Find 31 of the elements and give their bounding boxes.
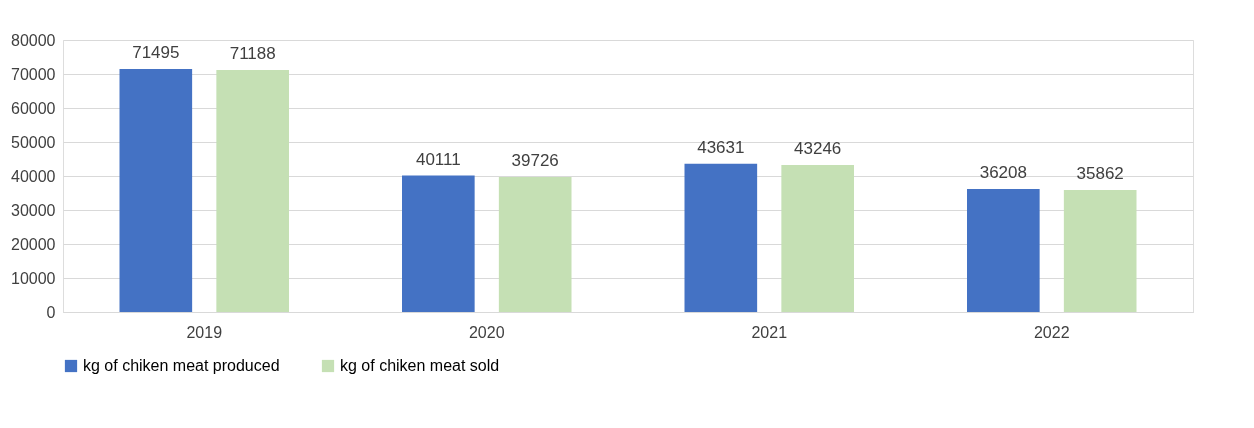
data-label: 35862 xyxy=(1076,164,1124,184)
x-tick-label: 2019 xyxy=(186,323,223,341)
bar xyxy=(498,176,572,312)
y-tick-label: 60000 xyxy=(11,99,56,117)
y-tick-label: 10000 xyxy=(11,269,56,287)
y-tick-label: 50000 xyxy=(11,133,56,151)
legend-label: kg of chiken meat sold xyxy=(340,357,500,374)
x-tick-label: 2022 xyxy=(1033,323,1070,341)
bar xyxy=(216,69,289,312)
data-label: 36208 xyxy=(979,162,1027,182)
bar xyxy=(402,175,475,312)
y-tick-label: 40000 xyxy=(11,167,56,185)
x-tick-label: 2021 xyxy=(751,323,788,341)
y-tick-label: 30000 xyxy=(11,201,56,219)
bar xyxy=(119,68,193,312)
y-tick-label: 70000 xyxy=(11,65,56,83)
y-tick-label: 0 xyxy=(46,303,56,321)
legend-label: kg of chiken meat produced xyxy=(83,357,280,374)
data-label: 40111 xyxy=(415,149,461,169)
y-tick-label: 20000 xyxy=(11,235,56,253)
bar xyxy=(684,163,758,312)
data-label: 43246 xyxy=(794,138,842,158)
data-label: 39726 xyxy=(511,150,559,170)
x-tick-label: 2020 xyxy=(468,323,505,341)
data-label: 71188 xyxy=(229,43,276,63)
bar xyxy=(781,164,854,312)
bar xyxy=(967,188,1040,312)
data-label: 43631 xyxy=(697,137,745,157)
y-tick-label: 80000 xyxy=(11,31,56,49)
bar xyxy=(1063,190,1137,312)
data-label: 71495 xyxy=(132,42,180,62)
